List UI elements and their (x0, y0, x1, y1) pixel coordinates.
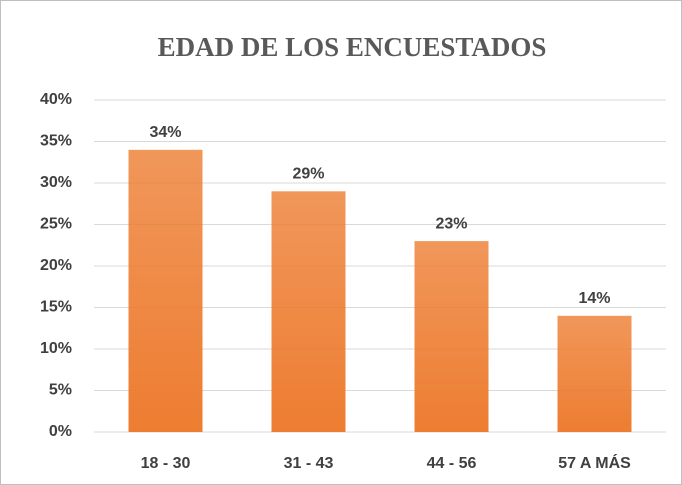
bar (557, 315, 632, 432)
bar (414, 241, 489, 432)
x-tick-label: 57 A MÁS (558, 453, 631, 472)
y-tick-label: 25% (40, 216, 72, 233)
bar (271, 191, 346, 432)
y-tick-label: 35% (40, 133, 72, 150)
y-tick-label: 10% (40, 340, 72, 357)
data-label: 14% (578, 290, 610, 307)
data-label: 34% (149, 124, 181, 141)
y-tick-label: 0% (49, 423, 72, 440)
x-tick-label: 31 - 43 (284, 455, 334, 472)
y-tick-label: 40% (40, 91, 72, 108)
y-tick-label: 5% (49, 382, 72, 399)
data-label: 29% (292, 166, 324, 183)
x-tick-label: 44 - 56 (427, 455, 477, 472)
bar (128, 149, 203, 433)
y-tick-label: 15% (40, 299, 72, 316)
y-tick-label: 30% (40, 174, 72, 191)
y-tick-label: 20% (40, 257, 72, 274)
data-label: 23% (435, 215, 467, 232)
x-tick-label: 18 - 30 (141, 455, 191, 472)
chart-title: EDAD DE LOS ENCUESTADOS (158, 32, 547, 62)
